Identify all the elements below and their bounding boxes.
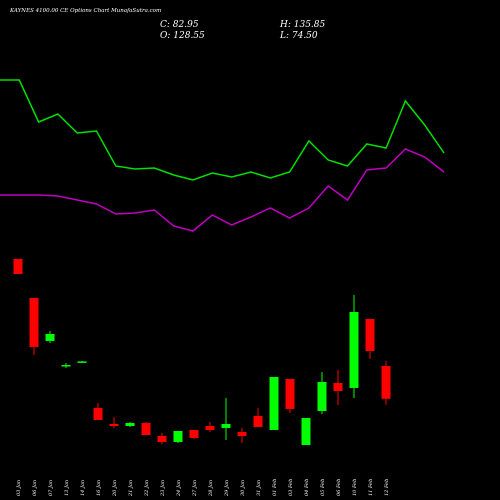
- candle-body: [189, 429, 199, 438]
- candle-body: [301, 417, 311, 445]
- candle-body: [157, 435, 167, 442]
- candle-body: [333, 382, 343, 391]
- candle-body: [253, 415, 263, 427]
- x-tick-label: 24 Jan: [176, 480, 182, 497]
- ma-line: [0, 79, 445, 181]
- candle-body: [365, 318, 375, 351]
- candle-body: [349, 311, 359, 388]
- x-tick-label: 04 Feb: [304, 479, 310, 496]
- x-tick-label: 06 Jan: [32, 480, 38, 496]
- x-tick-label: 12 Feb: [384, 479, 390, 496]
- x-tick-label: 01 Feb: [272, 479, 278, 496]
- x-tick-label: 22 Jan: [144, 480, 150, 497]
- close-label: C: 82.95: [160, 20, 199, 30]
- high-label: H: 135.85: [279, 20, 326, 30]
- x-tick-label: 29 Jan: [224, 480, 230, 497]
- candle-body: [45, 333, 55, 341]
- x-tick-label: 13 Jan: [64, 480, 70, 496]
- x-tick-label: 27 Jan: [192, 480, 198, 497]
- x-tick-label: 23 Jan: [160, 480, 166, 497]
- candle-body: [237, 431, 247, 436]
- candle-body: [173, 430, 183, 442]
- x-tick-label: 20 Jan: [112, 480, 118, 497]
- candle-body: [285, 378, 295, 409]
- candle-body: [141, 422, 151, 435]
- x-tick-label: 10 Feb: [352, 479, 358, 496]
- x-tick-label: 31 Jan: [256, 480, 262, 496]
- x-tick-label: 14 Jan: [80, 480, 86, 496]
- candle-body: [221, 423, 231, 428]
- x-tick-label: 11 Feb: [368, 479, 374, 496]
- candle-body: [205, 426, 215, 430]
- candle-body: [29, 297, 39, 347]
- chart-title: KAYNES 4100.00 CE Options Chart MunafaSu…: [9, 8, 161, 14]
- x-tick-label: 30 Jan: [240, 480, 246, 496]
- open-label: O: 128.55: [160, 31, 205, 41]
- candle-body: [109, 423, 119, 427]
- x-tick-label: 03 Feb: [288, 479, 294, 496]
- candle-body: [93, 407, 103, 420]
- low-label: L: 74.50: [279, 31, 318, 41]
- candle-body: [125, 422, 135, 427]
- x-tick-label: 03 Jan: [16, 480, 22, 496]
- candle-body: [61, 365, 71, 367]
- x-tick-label: 28 Jan: [208, 480, 214, 497]
- ma-line: [0, 148, 445, 232]
- x-tick-label: 05 Feb: [320, 479, 326, 496]
- candle-body: [317, 381, 327, 411]
- x-tick-label: 07 Jan: [48, 480, 54, 496]
- x-tick-label: 16 Jan: [96, 480, 102, 496]
- candle-body: [269, 376, 279, 430]
- candle-body: [381, 365, 391, 399]
- candle-body: [77, 361, 87, 363]
- x-tick-label: 21 Jan: [128, 480, 134, 497]
- candle-body: [13, 258, 23, 274]
- x-tick-label: 06 Feb: [336, 479, 342, 496]
